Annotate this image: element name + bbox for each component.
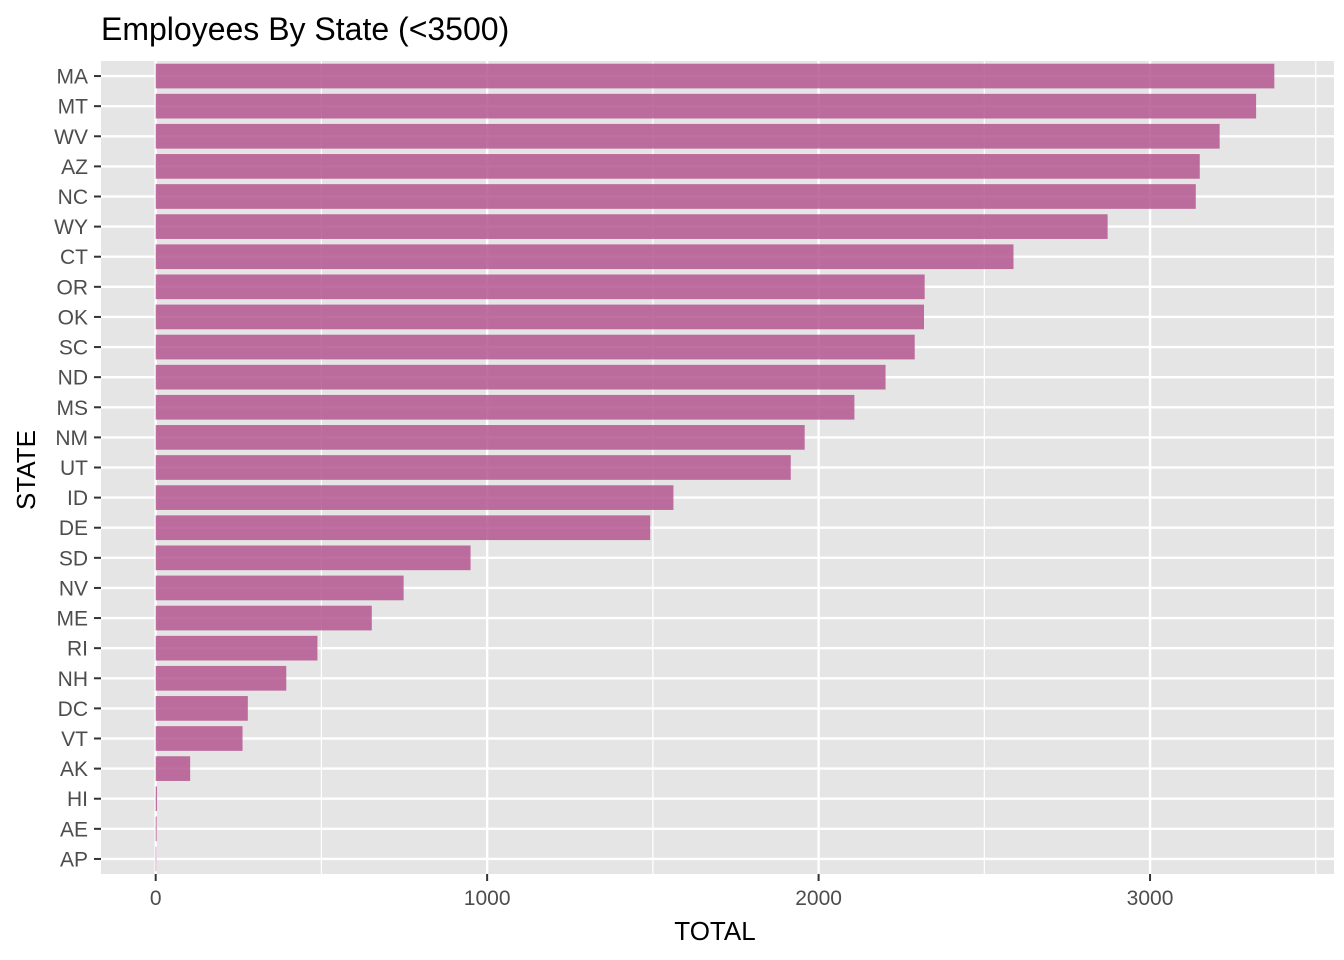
bar-sd xyxy=(155,545,471,571)
y-tick-label: NV xyxy=(59,577,88,600)
y-tick-label: CT xyxy=(60,246,88,269)
bars xyxy=(155,63,1275,872)
bar-id xyxy=(155,485,674,510)
bar-ae xyxy=(155,816,157,842)
bar-nh xyxy=(155,665,287,691)
bar-az xyxy=(155,154,1200,179)
y-tick-label: AZ xyxy=(61,156,88,179)
bar-ri xyxy=(155,635,318,661)
y-tick-label: VT xyxy=(61,728,88,751)
bar-nd xyxy=(155,364,886,390)
y-tick-label: RI xyxy=(67,638,88,661)
bar-ma xyxy=(155,63,1275,89)
y-tick-label: MA xyxy=(57,66,89,89)
bar-ak xyxy=(155,756,191,781)
y-tick-label: AK xyxy=(60,758,88,781)
y-tick-label: ME xyxy=(57,608,89,631)
bar-wy xyxy=(155,214,1108,239)
bar-ap xyxy=(155,846,157,872)
y-tick-label: AP xyxy=(60,848,88,871)
y-tick-label: ID xyxy=(67,487,88,510)
x-axis-title: TOTAL xyxy=(674,916,755,946)
bar-or xyxy=(155,274,925,300)
bar-nv xyxy=(155,575,404,601)
y-tick-label: ND xyxy=(58,367,88,390)
y-tick-label: NH xyxy=(58,668,88,691)
y-tick-label: DE xyxy=(59,517,88,540)
bar-vt xyxy=(155,726,243,751)
y-tick-label: WV xyxy=(54,126,88,149)
bar-wv xyxy=(155,123,1220,149)
x-tick-label: 3000 xyxy=(1127,887,1174,910)
y-tick-label: UT xyxy=(60,457,88,480)
bar-dc xyxy=(155,696,248,721)
bar-nc xyxy=(155,184,1196,209)
y-tick-label: SD xyxy=(59,547,88,570)
x-tick-label: 0 xyxy=(150,887,162,910)
bar-ct xyxy=(155,244,1014,270)
bar-sc xyxy=(155,334,915,360)
chart-title: Employees By State (<3500) xyxy=(101,11,509,47)
y-tick-label: HI xyxy=(67,788,88,811)
x-axis: 0 1000 2000 3000 xyxy=(150,874,1174,910)
y-tick-label: OR xyxy=(57,276,89,299)
x-tick-label: 2000 xyxy=(795,887,842,910)
y-axis-title: STATE xyxy=(11,430,41,510)
bar-de xyxy=(155,515,651,541)
bar-ok xyxy=(155,304,924,330)
y-tick-label: AE xyxy=(60,818,88,841)
x-tick-label: 1000 xyxy=(464,887,511,910)
y-tick-label: DC xyxy=(58,698,88,721)
bar-hi xyxy=(155,786,158,812)
bar-mt xyxy=(155,93,1257,119)
y-axis: MA MT WV AZ NC WY CT OR OK SC ND MS NM UT ID DE SD NV ME RI… xyxy=(54,66,101,871)
y-tick-label: WY xyxy=(54,216,88,239)
bar-ms xyxy=(155,394,855,420)
y-tick-label: NC xyxy=(58,186,88,209)
y-tick-label: SC xyxy=(59,337,88,360)
y-tick-label: MT xyxy=(58,96,88,119)
bar-me xyxy=(155,605,372,631)
bar-ut xyxy=(155,455,791,480)
y-tick-label: OK xyxy=(58,306,88,329)
y-tick-label: NM xyxy=(55,427,88,450)
bar-nm xyxy=(155,425,805,450)
y-tick-label: MS xyxy=(57,397,89,420)
